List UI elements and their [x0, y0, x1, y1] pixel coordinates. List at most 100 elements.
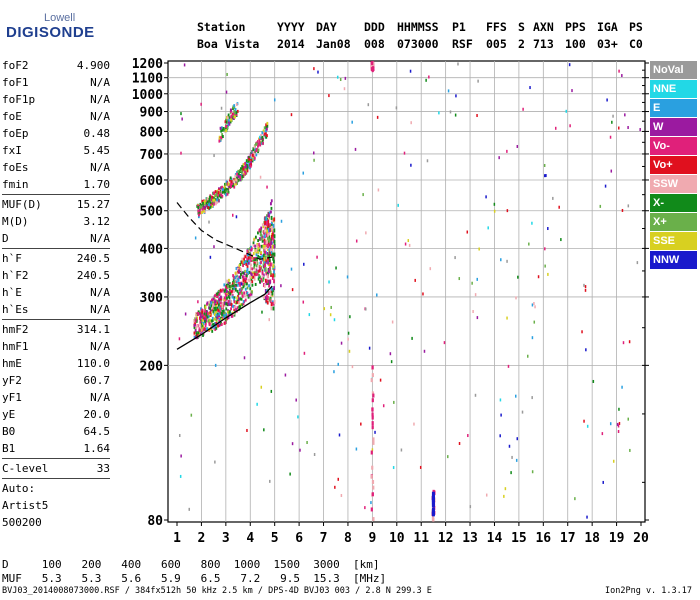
echo-mark — [204, 324, 207, 328]
noise-mark — [302, 171, 305, 175]
param-row: foE N/A — [2, 108, 110, 125]
noise-mark — [333, 318, 336, 322]
echo-mark — [273, 279, 275, 284]
echo-mark — [264, 296, 267, 301]
echo-mark — [227, 309, 229, 313]
echo-mark — [209, 203, 212, 207]
echo-mark — [258, 275, 261, 279]
noise-mark — [323, 307, 326, 311]
echo-mark — [243, 168, 246, 172]
auto-text: Artist5 — [2, 499, 49, 512]
logo-digisonde-text: DIGISONDE — [6, 24, 95, 41]
echo-mark — [239, 305, 241, 309]
noise-mark — [500, 413, 502, 417]
param-label: B1 — [2, 442, 16, 455]
echo-mark — [208, 198, 211, 202]
noise-mark — [624, 113, 626, 117]
echo-mark — [260, 134, 262, 138]
noise-mark — [454, 256, 456, 260]
noise-mark — [313, 158, 315, 162]
echo-mark — [224, 284, 227, 288]
echo-mark — [258, 244, 261, 248]
echo-mark — [267, 260, 269, 265]
echo-mark — [267, 244, 269, 249]
echo-mark — [220, 322, 223, 326]
interference-mark — [371, 407, 374, 412]
echo-mark — [243, 283, 246, 287]
echo-mark — [225, 302, 228, 306]
echo-mark — [248, 157, 251, 161]
echo-mark — [230, 185, 232, 189]
header-label-3: DDD — [364, 20, 385, 34]
echo-mark — [217, 324, 219, 328]
echo-mark — [204, 202, 207, 206]
noise-mark — [308, 313, 311, 317]
noise-mark — [226, 72, 228, 76]
echo-mark — [254, 235, 257, 239]
echo-mark — [197, 209, 200, 213]
echo-mark — [245, 255, 248, 259]
echo-mark — [228, 303, 230, 307]
noise-mark — [601, 432, 604, 436]
noise-mark — [612, 459, 615, 463]
echo-mark — [251, 150, 254, 154]
echo-mark — [210, 321, 213, 325]
echo-mark — [260, 251, 263, 255]
echo-mark — [227, 113, 230, 117]
echo-mark — [263, 259, 266, 264]
x-tick-label: 3 — [222, 531, 230, 546]
param-value: N/A — [90, 340, 110, 353]
noise-mark — [328, 94, 330, 98]
echo-mark — [227, 123, 230, 127]
echo-mark — [264, 263, 267, 268]
noise-mark — [508, 444, 511, 448]
echo-mark — [205, 313, 208, 317]
param-row: yF1 N/A — [2, 389, 110, 406]
echo-mark — [273, 228, 276, 233]
echo-mark — [235, 283, 238, 287]
param-value: 1.70 — [83, 178, 111, 191]
echo-mark — [263, 240, 266, 245]
echo-mark — [236, 171, 238, 175]
echo-mark — [241, 257, 244, 261]
echo-mark — [233, 276, 236, 280]
interference-mark — [431, 503, 435, 508]
echo-mark — [217, 191, 220, 195]
noise-mark — [343, 87, 346, 91]
interference-mark — [431, 491, 435, 496]
noise-mark — [447, 89, 450, 93]
echo-mark — [220, 135, 223, 139]
noise-mark — [291, 288, 294, 292]
echo-mark — [250, 271, 252, 275]
noise-mark — [260, 385, 263, 389]
echo-mark — [266, 300, 269, 305]
param-row: fmin 1.70 — [2, 176, 110, 193]
echo-mark — [242, 167, 245, 171]
echo-mark — [211, 305, 214, 309]
param-row: h`F 240.5 — [2, 250, 110, 267]
echo-mark — [233, 308, 236, 312]
echo-mark — [255, 273, 258, 277]
echo-mark — [237, 269, 240, 273]
noise-mark — [511, 455, 513, 459]
echo-mark — [244, 280, 247, 284]
echo-mark — [256, 262, 259, 266]
echo-mark — [262, 278, 265, 282]
echo-mark — [209, 311, 212, 315]
noise-mark — [584, 285, 587, 289]
echo-mark — [233, 104, 236, 108]
noise-mark — [367, 103, 370, 107]
echo-mark — [267, 213, 270, 217]
echo-mark — [247, 271, 250, 275]
echo-mark — [259, 230, 262, 234]
echo-mark — [223, 312, 226, 316]
echo-mark — [213, 196, 215, 200]
header-value-9: 100 — [565, 37, 586, 51]
echo-mark — [233, 185, 236, 189]
echo-mark — [230, 114, 233, 118]
echo-mark — [264, 246, 267, 251]
echo-mark — [266, 247, 269, 251]
echo-mark — [235, 266, 238, 270]
header-label-5: P1 — [452, 20, 466, 34]
echo-mark — [204, 305, 207, 309]
